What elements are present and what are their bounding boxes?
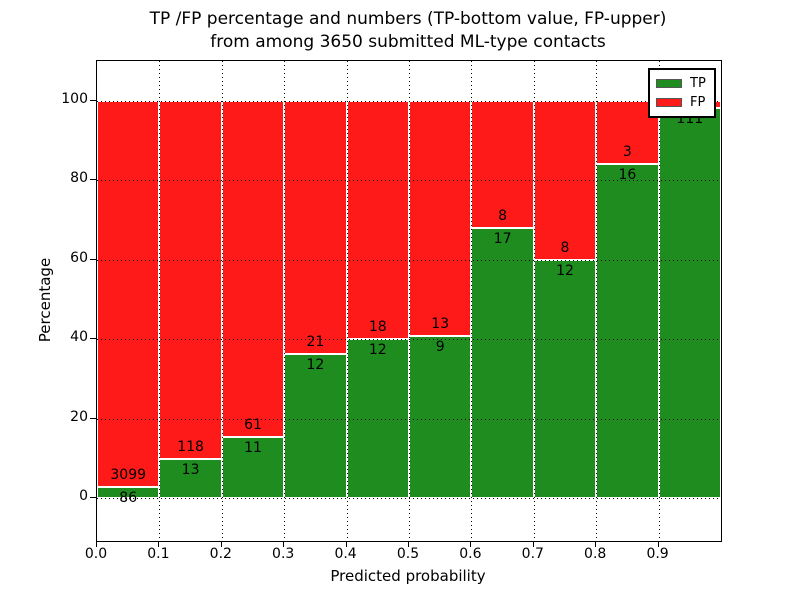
x-tick xyxy=(532,541,534,547)
x-tick xyxy=(158,541,160,547)
tp-count-label: 11 xyxy=(244,440,262,457)
tp-count-label: 12 xyxy=(306,356,325,373)
tp-count-label: 17 xyxy=(493,231,512,248)
bar-0.0: 3099 86 xyxy=(97,101,160,506)
x-tick-label: 0.6 xyxy=(459,546,482,562)
fp-count-label: 21 xyxy=(306,333,325,350)
tp-count-label: 9 xyxy=(435,338,445,355)
legend-label: TP xyxy=(690,76,706,91)
v-gridline-0.8 xyxy=(596,61,598,541)
x-tick-label: 0.3 xyxy=(272,546,295,562)
x-tick xyxy=(470,541,472,547)
bar-0.4: 18 12 xyxy=(346,101,409,498)
x-tick xyxy=(595,541,597,547)
x-tick-label: 0.7 xyxy=(521,546,544,562)
v-gridline-0.4 xyxy=(346,61,348,541)
y-tick xyxy=(90,338,96,340)
bar-0.7: 8 12 xyxy=(533,101,597,498)
x-tick xyxy=(220,541,222,547)
x-tick-label: 0.8 xyxy=(584,546,607,562)
x-tick xyxy=(345,541,347,547)
tp-count-label: 12 xyxy=(556,262,574,279)
v-gridline-0.9 xyxy=(658,61,660,541)
fp-segment xyxy=(159,101,222,459)
bar-0.5: 13 9 xyxy=(409,101,472,498)
y-tick xyxy=(90,100,96,101)
x-tick-label: 0.2 xyxy=(209,546,232,562)
v-gridline-0.1 xyxy=(159,61,161,541)
tp-segment xyxy=(409,335,472,498)
legend-entry-fp: FP xyxy=(656,93,708,112)
fp-count-label: 8 xyxy=(560,239,570,256)
x-tick-label: 0.0 xyxy=(84,546,108,562)
legend-entry-tp: TP xyxy=(656,74,708,93)
y-tick xyxy=(90,417,96,419)
fp-segment xyxy=(284,101,347,354)
y-tick xyxy=(90,258,96,260)
x-axis-label: Predicted probability xyxy=(330,567,486,585)
v-gridline-0.2 xyxy=(221,61,223,541)
bar-0.8: 3 16 xyxy=(596,101,659,498)
tp-segment xyxy=(533,259,597,498)
fp-segment xyxy=(346,101,409,340)
legend-label: FP xyxy=(690,95,706,110)
tp-segment xyxy=(221,437,285,498)
chart-title-line2: from among 3650 submitted ML-type contac… xyxy=(210,32,606,52)
legend-swatch-tp xyxy=(656,79,682,88)
fp-count-label: 61 xyxy=(244,417,262,434)
v-gridline-0.3 xyxy=(284,61,286,541)
bar-0.1: 118 13 xyxy=(159,101,222,498)
tp-segment xyxy=(658,108,721,498)
tp-segment xyxy=(159,458,222,498)
fp-segment xyxy=(409,101,472,336)
x-tick xyxy=(96,541,97,547)
x-tick-label: 0.4 xyxy=(334,546,357,562)
fp-segment xyxy=(221,101,285,438)
tp-count-label: 13 xyxy=(181,461,200,478)
v-gridline-0.6 xyxy=(471,61,473,541)
fp-count-label: 8 xyxy=(498,208,508,225)
tp-count-label: 12 xyxy=(368,342,387,359)
x-tick-label: 0.1 xyxy=(147,546,170,562)
legend-swatch-fp xyxy=(656,98,682,107)
fp-count-label: 13 xyxy=(431,315,450,332)
y-tick-label: 60 xyxy=(70,249,88,266)
fp-segment xyxy=(97,101,160,488)
y-tick xyxy=(90,497,96,498)
fp-count-label: 118 xyxy=(177,438,204,455)
y-tick xyxy=(90,179,96,181)
tp-segment xyxy=(284,353,347,498)
y-tick-label: 40 xyxy=(70,329,88,346)
x-tick-label: 0.5 xyxy=(396,546,420,562)
fp-count-label: 3 xyxy=(622,143,632,160)
tp-segment xyxy=(97,487,160,498)
v-gridline-0.7 xyxy=(533,61,535,541)
legend: TP FP xyxy=(648,68,716,118)
y-tick-label: 20 xyxy=(70,408,88,425)
bars-area: 309986118136111211218121398178123162111 xyxy=(97,89,721,506)
fp-count-label: 3099 xyxy=(110,467,147,484)
x-tick xyxy=(657,541,659,547)
chart-title-line1: TP /FP percentage and numbers (TP-bottom… xyxy=(149,9,667,29)
tp-segment xyxy=(596,163,659,498)
y-tick-label: 0 xyxy=(79,488,88,504)
bar-0.2: 61 11 xyxy=(221,101,285,498)
plot-area: 309986118136111211218121398178123162111 … xyxy=(96,60,722,542)
x-tick xyxy=(283,541,285,547)
y-axis-label: Percentage xyxy=(36,257,54,343)
tp-count-label: 16 xyxy=(618,166,637,183)
v-gridline-0.5 xyxy=(409,61,410,541)
tp-segment xyxy=(471,228,534,498)
x-tick-label: 0.9 xyxy=(646,546,669,562)
x-tick xyxy=(408,541,409,547)
fp-count-label: 18 xyxy=(368,319,387,336)
bar-0.9: 2111 xyxy=(658,89,721,498)
chart-title: TP /FP percentage and numbers (TP-bottom… xyxy=(96,8,720,54)
bar-0.6: 8 17 xyxy=(471,101,534,498)
y-tick-label: 100 xyxy=(61,91,88,107)
bar-0.3: 21 12 xyxy=(284,101,347,498)
y-tick-label: 80 xyxy=(70,170,88,187)
